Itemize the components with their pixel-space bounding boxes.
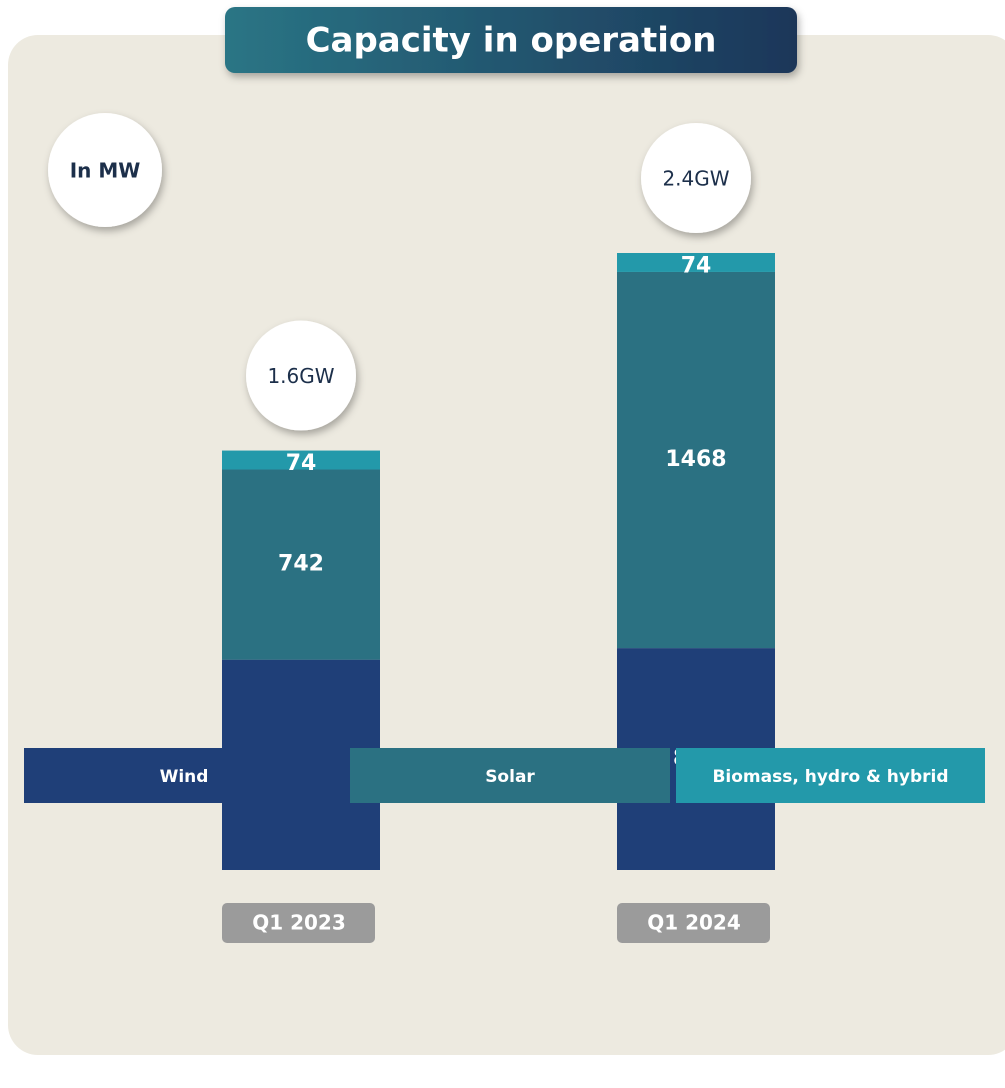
- bar-segment: [222, 469, 380, 660]
- data-label: 1468: [665, 447, 726, 472]
- legend-label: Wind: [160, 767, 209, 787]
- x-tick-label: Q1 2024: [647, 911, 741, 935]
- category-box: [222, 903, 375, 943]
- data-label: 74: [286, 451, 317, 476]
- chart-title: Capacity in operation: [306, 21, 717, 61]
- legend-label: Biomass, hydro & hybrid: [712, 767, 948, 787]
- legend-swatch: [676, 748, 985, 803]
- total-label: 1.6GW: [267, 364, 334, 388]
- x-tick-label: Q1 2023: [252, 911, 346, 935]
- category-box: [617, 903, 770, 943]
- data-label: 742: [278, 552, 324, 577]
- bar-segment: [617, 253, 775, 272]
- legend-swatch: [24, 748, 344, 803]
- unit-label: In MW: [70, 159, 141, 183]
- data-label: 74: [681, 253, 712, 278]
- total-badge: [246, 320, 356, 431]
- unit-badge: [48, 113, 162, 227]
- legend-swatch: [350, 748, 670, 803]
- total-label: 2.4GW: [662, 167, 729, 191]
- bar-segment: [617, 271, 775, 649]
- bar-segment: [222, 450, 380, 470]
- total-badge: [641, 123, 751, 233]
- title-banner: [225, 7, 797, 73]
- legend-label: Solar: [485, 767, 535, 787]
